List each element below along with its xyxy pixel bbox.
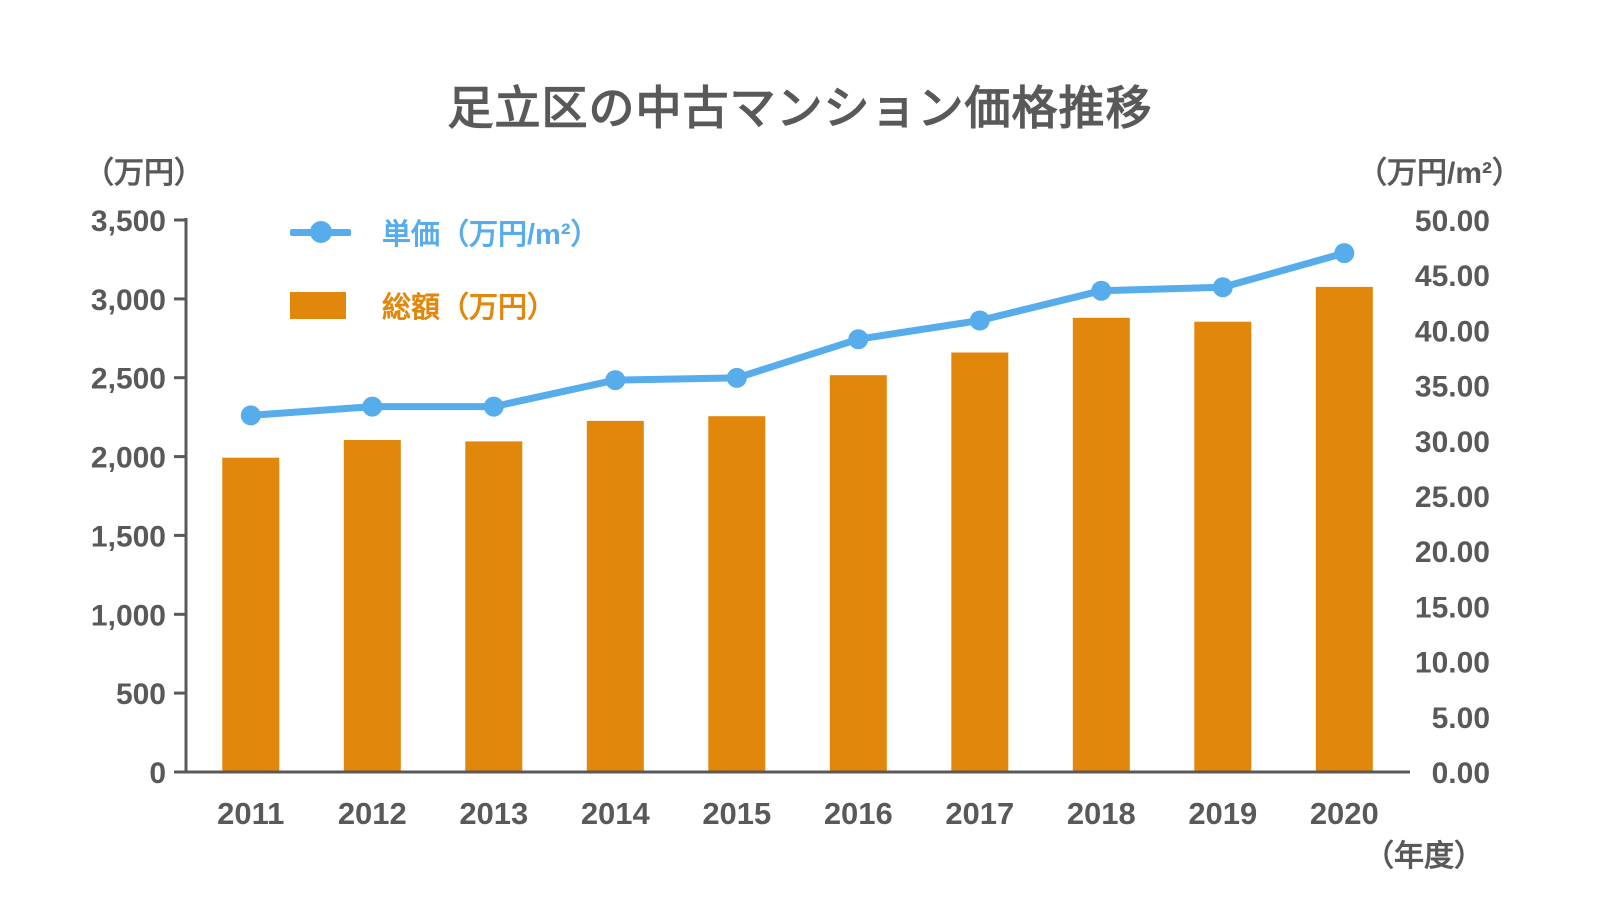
bar-2016 — [829, 375, 887, 772]
x-axis-year-label: 2013 — [459, 796, 528, 831]
legend-label-total-price: 総額（万円） — [382, 292, 557, 324]
bar-2018 — [1072, 317, 1130, 772]
legend-item-total-price: 総額（万円） — [290, 284, 600, 326]
left-axis-tick-label: 3,500 — [91, 205, 166, 238]
line-point-2019 — [1212, 277, 1233, 298]
left-axis-tick-label: 1,000 — [91, 599, 166, 632]
x-axis-year-label: 2018 — [1067, 796, 1136, 831]
right-axis-tick-label: 10.00 — [1415, 647, 1490, 680]
bar-2012 — [343, 440, 401, 772]
line-series-path — [247, 249, 1348, 419]
x-axis-unit-label: （年度） — [1364, 840, 1484, 873]
chart-title: 足立区の中古マンション価格推移 — [447, 82, 1153, 134]
bar-2011 — [222, 457, 280, 772]
line-point-2015 — [726, 367, 747, 388]
line-point-2016 — [848, 329, 869, 350]
right-axis-tick-label: 25.00 — [1415, 481, 1490, 514]
chart-legend: 単価（万円/m²） 総額（万円） — [290, 211, 600, 326]
bar-2013 — [465, 441, 523, 772]
legend-bar-swatch-icon — [290, 291, 346, 319]
bar-2019 — [1194, 321, 1252, 772]
right-axis-tick-label: 0.00 — [1432, 757, 1490, 790]
bar-2015 — [708, 416, 766, 772]
left-axis-unit-label: （万円） — [84, 157, 204, 190]
line-point-2012 — [362, 396, 383, 417]
x-axis-year-label: 2016 — [824, 796, 893, 831]
line-point-2020 — [1334, 243, 1355, 264]
line-point-2011 — [240, 405, 261, 426]
bar-2014 — [586, 420, 644, 772]
legend-item-unit-price: 単価（万円/m²） — [290, 211, 600, 253]
line-point-2017 — [969, 310, 990, 331]
left-axis-tick-label: 2,000 — [91, 442, 166, 475]
right-axis-tick-label: 50.00 — [1415, 205, 1490, 238]
line-series-swatch-icon — [290, 219, 351, 246]
x-axis-year-label: 2011 — [217, 796, 284, 831]
right-axis-tick-label: 40.00 — [1415, 315, 1490, 348]
line-point-2014 — [605, 370, 626, 391]
x-axis-year-label: 2019 — [1188, 796, 1257, 831]
right-axis-tick-label: 20.00 — [1415, 536, 1490, 569]
legend-label-unit-price: 単価（万円/m²） — [382, 219, 600, 251]
right-axis-tick-label: 15.00 — [1415, 591, 1490, 624]
left-axis-tick-label: 2,500 — [91, 363, 166, 396]
right-axis-tick-label: 45.00 — [1415, 260, 1490, 293]
right-axis-unit-label: （万円/m²） — [1357, 157, 1522, 190]
bar-2017 — [951, 352, 1009, 772]
left-axis-tick-label: 0 — [149, 757, 166, 790]
left-axis-tick-label: 1,500 — [91, 520, 166, 553]
left-axis-tick-label: 3,000 — [91, 284, 166, 317]
right-axis-tick-label: 35.00 — [1415, 371, 1490, 404]
x-axis-year-label: 2014 — [581, 796, 651, 831]
left-axis-tick-label: 500 — [116, 678, 166, 711]
x-axis-year-label: 2017 — [945, 796, 1014, 831]
line-point-2018 — [1091, 280, 1112, 301]
line-point-2013 — [483, 396, 504, 417]
right-axis-tick-label: 5.00 — [1432, 702, 1490, 735]
bar-series-swatch-icon — [290, 291, 351, 319]
x-axis-year-label: 2020 — [1310, 796, 1379, 831]
right-axis-tick-label: 30.00 — [1415, 426, 1490, 459]
bar-2020 — [1315, 286, 1373, 772]
x-axis-year-label: 2012 — [338, 796, 407, 831]
x-axis-year-label: 2015 — [702, 796, 771, 831]
legend-marker-dot-icon — [309, 221, 332, 243]
